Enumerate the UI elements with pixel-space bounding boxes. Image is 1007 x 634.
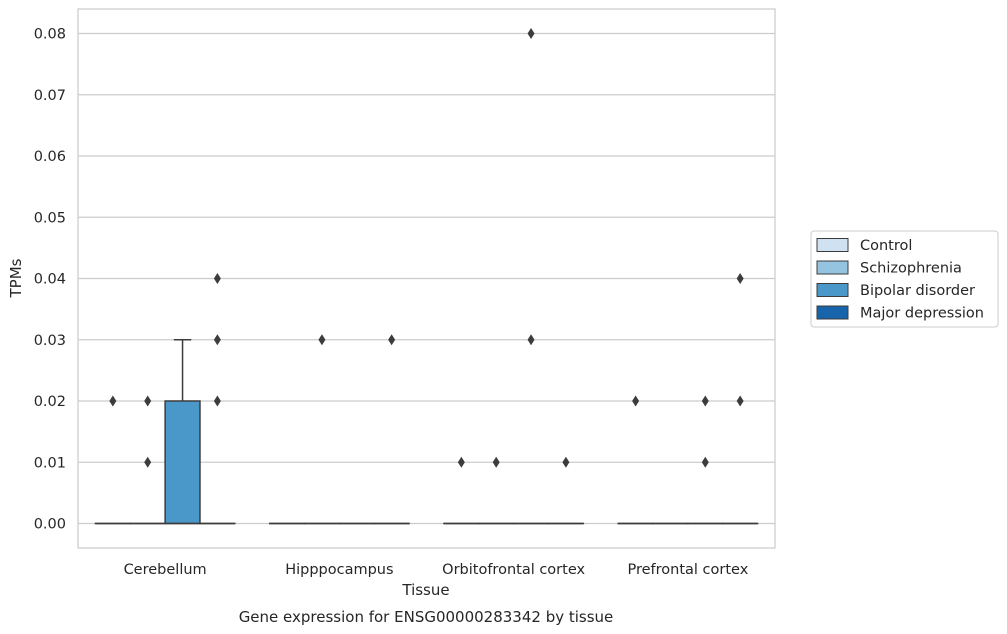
outlier-point [527,334,535,346]
outlier-point [492,456,500,468]
box-group [512,28,550,525]
plot-area-frame [77,8,776,549]
box-group [94,395,132,525]
legend-swatch [816,283,849,297]
box-group [478,456,515,525]
y-tick-label: 0.06 [34,149,66,165]
legend-frame [810,230,999,328]
outlier-point [318,334,326,346]
y-tick-label: 0.01 [34,455,66,471]
y-tick-label: 0.00 [34,517,66,533]
legend-swatch [816,238,849,252]
box-group [547,456,585,525]
outlier-point [527,28,535,39]
box-group [617,395,654,525]
y-tick-labels: 0.00 0.01 0.02 0.03 0.04 0.05 0.06 0.07 0.08 [34,27,66,533]
y-axis-title: TPMs [7,258,25,298]
outlier-point [701,456,709,468]
legend-swatch [816,305,849,320]
x-tick-labels: Cerebellum Hipppocampus Orbitofrontal cort… [124,562,749,578]
box-group [373,334,410,525]
legend-label: Control [860,238,912,254]
outlier-point [213,273,221,284]
x-tick-label: Cerebellum [124,562,207,578]
y-tick-label: 0.07 [34,88,66,104]
x-tick-label: Prefrontal cortex [627,562,748,578]
y-tick-label: 0.08 [34,27,66,43]
legend-items: Control Schizophrenia Bipolar disorder Majo… [816,238,984,322]
box-group [164,339,201,525]
y-tick-label: 0.02 [34,394,66,410]
box-group [443,456,480,525]
box-group [721,273,759,525]
x-tick-label: Hipppocampus [285,562,393,578]
outlier-point [109,395,117,407]
box-group [199,273,236,525]
outlier-point [457,456,465,468]
outlier-point [736,395,744,407]
y-tick-label: 0.05 [34,210,66,226]
x-tick-label: Orbitofrontal cortex [442,562,585,578]
chart-title: Gene expression for ENSG00000283342 by t… [239,608,614,626]
y-tick-label: 0.04 [34,272,66,288]
outlier-point [632,395,640,407]
outlier-point [562,456,570,468]
outlier-point [736,273,744,284]
box-group [687,395,724,525]
y-tick-label: 0.03 [34,333,66,349]
boxes [94,28,759,525]
x-axis-title: Tissue [401,581,449,599]
outlier-point [144,395,152,407]
box-group [129,395,166,525]
legend-label: Bipolar disorder [860,283,975,299]
outlier-point [701,395,709,407]
box-group [303,334,341,525]
legend-swatch [816,260,849,275]
box-body [164,400,201,525]
outlier-point [213,395,221,407]
legend: Control Schizophrenia Bipolar disorder Majo… [810,230,999,328]
outlier-point [388,334,396,346]
outlier-point [213,334,221,346]
legend-label: Schizophrenia [860,261,962,277]
legend-label: Major depression [860,306,984,322]
outlier-point [144,456,152,468]
